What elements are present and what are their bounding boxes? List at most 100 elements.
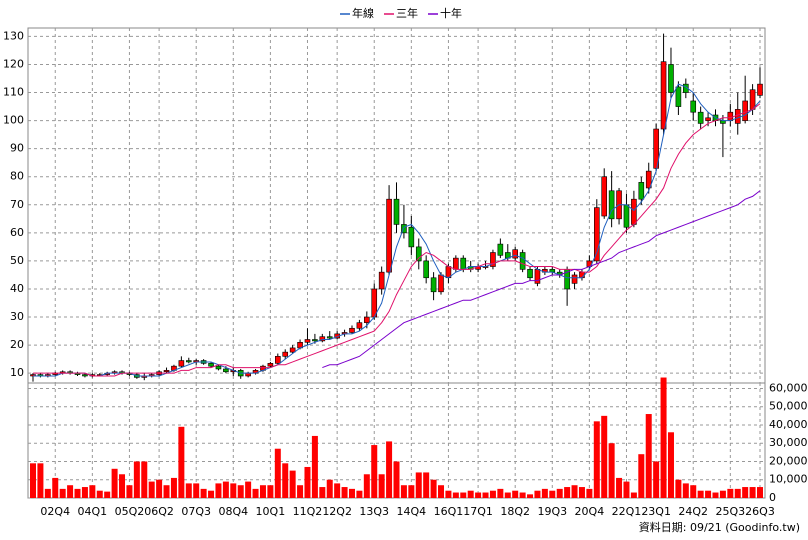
candle-body (705, 117, 711, 121)
candle-body (415, 246, 422, 262)
y-tick-label: 110 (3, 86, 24, 99)
legend-label: 三年 (396, 6, 418, 20)
candle-body (304, 339, 311, 343)
candle-body (438, 274, 444, 293)
volume-bar (156, 479, 163, 498)
candle-body (490, 252, 496, 267)
volume-bar (608, 443, 615, 498)
x-tick-label: 14Q4 (397, 505, 427, 518)
candle-body (519, 252, 526, 270)
x-tick-label: 26Q3 (745, 505, 775, 518)
volume-bar (311, 435, 318, 498)
candle-body (356, 322, 363, 329)
volume-bar (504, 492, 511, 498)
volume-bar (512, 490, 519, 498)
volume-bar (297, 485, 304, 498)
volume-bar (81, 487, 88, 498)
y2-tick-label: 40,000 (769, 418, 808, 431)
candle-body (364, 316, 370, 323)
candle-body (749, 89, 756, 110)
volume-bar (141, 461, 148, 498)
candle-body (289, 347, 296, 353)
volume-bar (304, 466, 311, 498)
volume-bar (438, 485, 445, 498)
volume-bar (571, 485, 578, 498)
candle-body (267, 363, 274, 367)
y-tick-label: 20 (10, 338, 24, 351)
volume-bar (334, 483, 341, 498)
candle-body (742, 100, 748, 121)
candle-body (579, 271, 585, 279)
volume-bar (697, 490, 704, 498)
candle-body (178, 360, 185, 367)
y-tick-label: 60 (10, 226, 24, 239)
volume-bar (208, 490, 215, 498)
y-tick-label: 80 (10, 170, 24, 183)
volume-bar (74, 488, 81, 498)
volume-bar (556, 488, 563, 498)
candle-body (378, 271, 385, 290)
candle-body (631, 198, 637, 225)
volume-bar (682, 483, 689, 498)
candle-body (690, 100, 697, 113)
volume-bar (59, 488, 66, 498)
volume-bar (638, 454, 645, 498)
volume-bar (586, 488, 593, 498)
volume-bar (252, 488, 259, 498)
candle-body (319, 336, 326, 342)
y-tick-label: 120 (3, 57, 24, 70)
volume-bar (148, 481, 155, 498)
volume-bar (371, 445, 378, 498)
x-tick-label: 02Q4 (40, 505, 70, 518)
volume-bar (96, 490, 103, 498)
y-tick-label: 10 (10, 366, 24, 379)
volume-bar (452, 492, 459, 498)
candle-body (163, 370, 170, 373)
candle-body (460, 257, 467, 270)
volume-bar (245, 481, 252, 498)
volume-bar (44, 488, 51, 498)
volume-bar (215, 483, 222, 498)
candle-body (675, 86, 682, 107)
x-tick-label: 16Q1 (434, 505, 464, 518)
volume-bar (259, 485, 266, 498)
candle-body (497, 243, 504, 256)
volume-bar (185, 483, 192, 498)
candle-body (349, 327, 355, 333)
candle-body (668, 64, 674, 93)
candle-body (645, 170, 652, 189)
volume-bar (630, 492, 637, 498)
volume-bar (423, 472, 430, 498)
candle-body (593, 207, 600, 262)
volume-bar (727, 488, 734, 498)
volume-bar (519, 492, 526, 498)
volume-bar (430, 479, 437, 498)
candle-body (697, 111, 704, 124)
x-tick-label: 11Q2 (293, 505, 323, 518)
volume-bar (363, 474, 370, 498)
volume-bar (319, 487, 326, 498)
volume-bar (541, 488, 548, 498)
candle-body (386, 198, 392, 273)
volume-bar (230, 483, 237, 498)
volume-bar (89, 485, 96, 498)
x-tick-label: 19Q3 (537, 505, 567, 518)
volume-bar (482, 492, 489, 498)
y2-tick-label: 30,000 (769, 436, 808, 449)
candle-body (215, 365, 222, 370)
volume-bar (37, 463, 44, 498)
x-tick-label: 08Q4 (218, 505, 248, 518)
candle-body (312, 339, 318, 342)
volume-bar (393, 461, 400, 498)
x-tick-label: 04Q1 (78, 505, 108, 518)
volume-bar (126, 485, 133, 498)
volume-bar (719, 490, 726, 498)
volume-bar (690, 485, 697, 498)
y-tick-label: 40 (10, 282, 24, 295)
volume-bar (289, 470, 296, 498)
candle-body (408, 226, 415, 248)
candle-body (623, 204, 630, 228)
volume-bar (378, 474, 385, 498)
volume-bar (30, 463, 36, 498)
volume-bar (282, 463, 289, 498)
